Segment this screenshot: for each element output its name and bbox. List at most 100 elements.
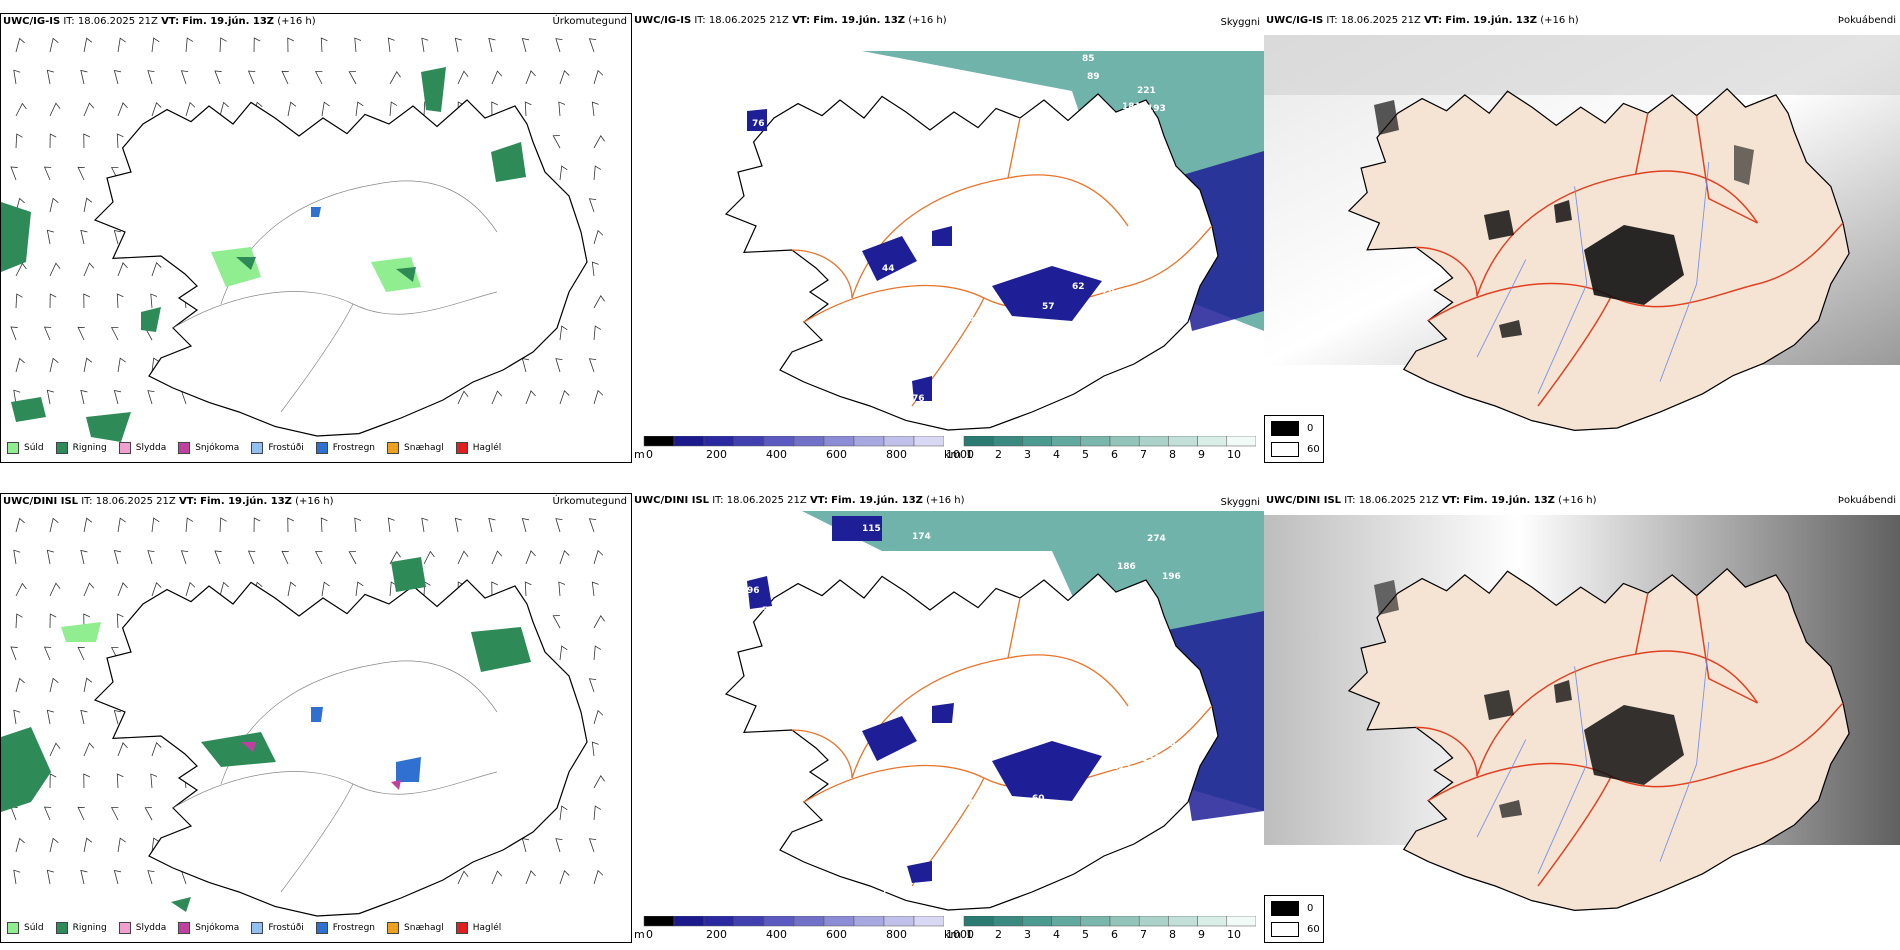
visibility-value-label: 181 — [1122, 102, 1141, 112]
elevation-swatch — [763, 916, 795, 927]
fog-map — [1264, 515, 1900, 912]
wind-barb — [521, 517, 530, 533]
lead-time: (+16 h) — [926, 495, 965, 506]
visibility-value-label: 76 — [1102, 286, 1115, 296]
elevation-swatch — [643, 916, 675, 927]
visibility-value-label: 61 — [932, 739, 945, 749]
wind-barb — [117, 102, 128, 117]
visibility-swatch — [992, 436, 1023, 447]
legend-item-slydda: Slydda — [118, 922, 166, 934]
panel-header: UWC/IG-IS IT: 18.06.2025 21Z VT: Fim. 19… — [1266, 15, 1579, 26]
wind-barb — [521, 37, 530, 53]
visibility-tick-label: 2 — [995, 448, 1002, 461]
visibility-tick-label: 9 — [1198, 448, 1205, 461]
visibility-value-label: 118 — [1142, 232, 1161, 242]
wind-barb — [151, 742, 162, 757]
visibility-value-label: 44 — [962, 799, 975, 809]
visibility-tick-label: 6 — [1111, 448, 1118, 461]
visibility-colorbar: km 1 2 3 4 5 6 7 8 9 10 — [944, 436, 1256, 462]
wind-barb — [593, 229, 604, 245]
precip-map — [1, 517, 605, 917]
legend-item-hagel: Haglél — [455, 922, 501, 934]
wind-barb — [593, 774, 605, 789]
wind-barb — [116, 773, 124, 789]
visibility-tick-label: 4 — [1053, 928, 1060, 941]
visibility-value-label: 274 — [1147, 534, 1166, 544]
wind-barb — [46, 869, 54, 885]
visibility-value-label: 272 — [1127, 324, 1146, 334]
elevation-swatch — [733, 916, 765, 927]
wind-barb — [588, 838, 597, 853]
wind-barb — [491, 550, 503, 565]
panel-header: UWC/IG-IS IT: 18.06.2025 21Z VT: Fim. 19… — [634, 15, 947, 26]
swatch — [7, 442, 19, 454]
wind-barb — [113, 869, 122, 885]
precip-areas — [1, 557, 531, 912]
wind-barb — [13, 709, 21, 725]
wind-barb — [15, 37, 25, 53]
wind-barb — [593, 325, 602, 341]
it-value: 18.06.2025 21Z — [95, 496, 176, 507]
wind-barb — [314, 551, 323, 565]
visibility-value-label: 45 — [1007, 814, 1020, 824]
wind-barb — [83, 37, 93, 53]
visibility-swatch — [1080, 916, 1111, 927]
elevation-swatch — [763, 436, 795, 447]
fog-panel-row2: UWC/DINI ISL IT: 18.06.2025 21Z VT: Fim.… — [1264, 493, 1900, 943]
legend-item-frostudi: Frostúði — [251, 922, 304, 934]
panel-title: Skyggni — [1220, 17, 1260, 28]
wind-barb — [15, 517, 25, 533]
visibility-value-label: 186 — [1117, 562, 1136, 572]
wind-barb — [46, 389, 54, 405]
visibility-swatch — [992, 916, 1023, 927]
wind-barb — [15, 357, 25, 373]
visibility-swatch — [1226, 436, 1256, 447]
fog-scale-swatch-0 — [1271, 901, 1299, 916]
panel-header: UWC/DINI ISL IT: 18.06.2025 21Z VT: Fim.… — [1266, 495, 1597, 506]
wind-barb — [83, 102, 95, 117]
wind-barb — [180, 550, 189, 565]
wind-barb — [555, 38, 563, 53]
wind-barb — [113, 709, 122, 725]
fog-scale-legend: 0 60 — [1264, 895, 1324, 943]
vt-value: Fim. 19.jún. 13Z — [200, 496, 292, 507]
elevation-swatch — [793, 916, 825, 927]
vt-label: VT: — [161, 16, 180, 27]
wind-barb — [83, 742, 95, 757]
visibility-panel-row2: UWC/DINI ISL IT: 18.06.2025 21Z VT: Fim.… — [632, 493, 1264, 943]
visibility-value-label: 60 — [1032, 794, 1045, 804]
wind-barb — [588, 198, 597, 213]
model-name: UWC/DINI ISL — [634, 495, 710, 506]
visibility-value-label: 108 — [1142, 684, 1161, 694]
wind-barb — [150, 773, 158, 789]
wind-barb — [219, 101, 229, 117]
swatch — [455, 922, 468, 934]
visibility-value-label: 337 — [1082, 332, 1101, 342]
vt-value: Fim. 19.jún. 13Z — [813, 15, 906, 26]
visibility-value-label: 44 — [882, 264, 895, 274]
visibility-value-label: 18 — [1012, 829, 1025, 839]
wind-barb — [521, 357, 530, 373]
elevation-swatch — [913, 916, 944, 927]
legend-item-hagel: Haglél — [455, 442, 501, 454]
wind-barb — [457, 550, 469, 565]
wind-barb — [287, 581, 297, 597]
wind-barb — [113, 229, 122, 245]
wind-barb — [117, 517, 126, 533]
fog-scale-label-60: 60 — [1307, 924, 1320, 935]
visibility-swatch — [1109, 916, 1140, 927]
precip-map — [1, 37, 605, 442]
wind-barb — [113, 549, 122, 565]
vt-label: VT: — [792, 15, 811, 26]
wind-barb — [13, 69, 21, 85]
wind-barb — [457, 70, 469, 85]
visibility-tick-label: 10 — [1227, 448, 1241, 461]
elevation-tick-label: 400 — [766, 448, 787, 461]
visibility-value-label: 67 — [892, 354, 905, 364]
it-label: IT: — [1344, 495, 1356, 506]
wind-barb — [355, 581, 364, 597]
wind-barb — [83, 837, 93, 853]
wind-barb — [253, 517, 261, 533]
swatch — [55, 442, 68, 454]
